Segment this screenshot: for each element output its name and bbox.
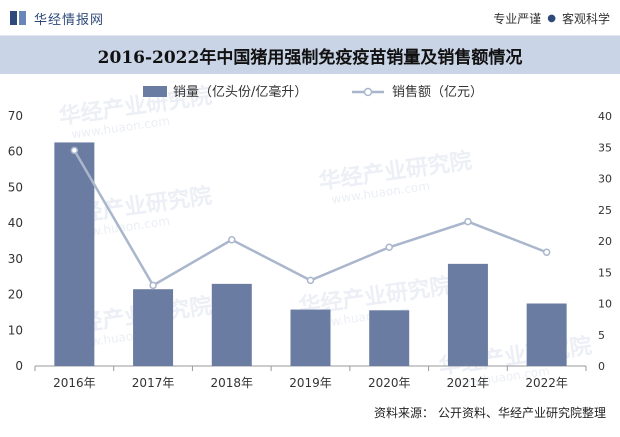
chart-area: 华经产业研究院 www.huaon.com 华经产业研究院 www.huaon.com… — [0, 74, 620, 437]
bar — [369, 310, 410, 366]
y-left-tick-label: 20 — [8, 288, 23, 302]
y-right-tick-label: 35 — [598, 141, 612, 154]
y-left-tick-label: 30 — [8, 252, 23, 266]
bar — [447, 263, 488, 366]
line-point — [464, 217, 472, 226]
bar — [211, 283, 252, 366]
x-tick-label: 2020年 — [368, 376, 411, 390]
line-point — [70, 146, 79, 155]
y-right-tick-label: 10 — [598, 298, 612, 311]
x-tick-label: 2018年 — [211, 376, 254, 390]
line-point — [542, 248, 551, 256]
x-tick-label: 2022年 — [525, 376, 568, 390]
logo-icon — [10, 11, 26, 25]
y-right-tick-label: 30 — [598, 173, 612, 186]
bar — [290, 309, 331, 366]
y-left-tick-label: 50 — [8, 180, 23, 194]
chart-title: 2016-2022年中国猪用强制免疫疫苗销量及销售额情况 — [97, 47, 523, 68]
y-left-tick-label: 70 — [8, 109, 23, 123]
y-right-tick-label: 5 — [598, 329, 605, 342]
y-right-tick-label: 25 — [598, 204, 612, 217]
y-left-tick-label: 60 — [8, 145, 23, 159]
x-tick-label: 2021年 — [447, 376, 490, 390]
slogan-left: 专业严谨 — [493, 12, 542, 26]
legend-line-label: 销售额（亿元） — [392, 84, 483, 100]
y-left-tick-label: 10 — [8, 323, 23, 337]
y-right-tick-label: 0 — [598, 360, 605, 373]
bar — [54, 142, 95, 366]
line-point — [306, 276, 315, 285]
source-text: 公开资料、华经产业研究院整理 — [437, 406, 606, 420]
bullet-icon: ● — [547, 13, 556, 24]
y-right-tick-label: 20 — [598, 235, 612, 248]
source-note: 资料来源： 公开资料、华经产业研究院整理 — [374, 404, 606, 421]
legend-bar-label: 销量（亿头份/亿毫升） — [173, 84, 307, 100]
line-point — [149, 281, 157, 290]
header: 华经情报网 专业严谨 ● 客观科学 — [0, 0, 620, 36]
logo-text: 华经情报网 — [34, 12, 105, 28]
logo: 华经情报网 — [8, 8, 104, 28]
x-tick-label: 2016年 — [53, 376, 96, 390]
slogan: 专业严谨 ● 客观科学 — [493, 10, 610, 27]
y-left-tick-label: 40 — [8, 216, 23, 230]
legend-line-marker — [363, 87, 373, 97]
y-right-tick-label: 15 — [598, 266, 612, 279]
title-bar: 2016-2022年中国猪用强制免疫疫苗销量及销售额情况 — [0, 36, 620, 74]
combo-chart: 华经产业研究院www.huaon.com华经产业研究院www.huaon.com… — [8, 83, 612, 392]
slogan-right: 客观科学 — [561, 12, 610, 26]
line-point — [228, 236, 236, 244]
y-left-tick-label: 0 — [15, 359, 23, 373]
bar — [526, 303, 567, 366]
x-tick-label: 2019年 — [289, 376, 332, 390]
source-label: 资料来源： — [373, 406, 434, 420]
legend-bar-swatch — [143, 86, 167, 97]
y-right-tick-label: 40 — [598, 110, 612, 123]
bar — [133, 289, 174, 366]
line-point — [385, 243, 393, 251]
x-tick-label: 2017年 — [132, 376, 175, 390]
